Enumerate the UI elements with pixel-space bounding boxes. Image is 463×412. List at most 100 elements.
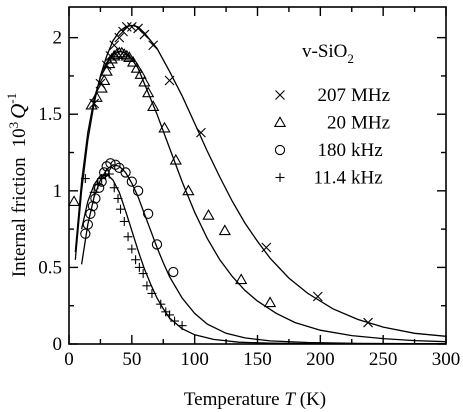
data-point-circle — [143, 208, 154, 219]
data-point-triangle — [123, 51, 136, 63]
fit-curves — [74, 24, 447, 345]
data-point-plus — [100, 171, 110, 180]
y-axis-title-text: Internal friction — [9, 157, 30, 277]
data-point-triangle — [120, 49, 133, 61]
cross-stroke — [148, 40, 159, 51]
data-point-plus — [89, 187, 99, 197]
data-point-x — [121, 22, 132, 32]
x-tick-label: 200 — [306, 349, 335, 370]
data-point-triangle — [235, 273, 248, 285]
cross-stroke — [133, 23, 144, 34]
data-point-triangle — [95, 81, 108, 93]
data-point-triangle — [263, 296, 277, 308]
data-point-plus — [80, 174, 90, 184]
cross-stroke — [139, 29, 150, 40]
cross-stroke — [121, 22, 132, 32]
x-axis-variable: T — [284, 389, 296, 410]
data-point-triangle — [202, 209, 215, 220]
data-point-triangle — [85, 98, 98, 110]
data-point-plus — [170, 316, 180, 326]
data-point-triangle — [118, 48, 131, 59]
y-axis-variable-exponent: -1 — [4, 93, 19, 104]
data-point-circle — [105, 158, 116, 169]
data-point-plus — [113, 193, 123, 203]
legend-label-value: 11.4 — [313, 168, 346, 189]
data-point-circle — [151, 239, 163, 250]
data-point-x — [114, 32, 125, 43]
data-point-plus — [116, 204, 126, 214]
y-axis-factor-exponent: 3 — [6, 122, 21, 129]
legend-label-unit: kHz — [351, 140, 383, 161]
y-tick-label: 1.5 — [38, 104, 62, 125]
data-point-x — [363, 317, 373, 328]
data-point-triangle — [158, 121, 171, 133]
material-label: v-SiO2 — [302, 41, 354, 66]
cross-stroke — [261, 242, 272, 253]
material-name: v-SiO — [302, 41, 347, 62]
data-point-triangle — [110, 48, 123, 59]
data-point-x — [126, 22, 137, 32]
data-point-plus — [142, 281, 152, 291]
data-point-x — [109, 40, 120, 51]
data-point-x — [312, 291, 323, 302]
x-tick-label: 50 — [122, 349, 141, 370]
y-axis-variable: Q — [6, 104, 30, 119]
x-tick-label: 100 — [180, 349, 209, 370]
data-point-plus — [109, 183, 119, 193]
data-point-circle — [90, 193, 101, 204]
fit-curve-circle — [80, 164, 447, 345]
cross-stroke — [196, 127, 206, 138]
data-point-plus — [119, 216, 129, 226]
cross-stroke — [312, 291, 323, 302]
x-tick-label: 250 — [369, 349, 398, 370]
x-tick-label: 300 — [432, 349, 461, 370]
y-axis-title: Internal friction 103 Q-1 — [4, 93, 30, 277]
x-axis-title-text: Temperature — [184, 389, 284, 410]
data-point-triangle — [142, 86, 155, 98]
legend-label-unit: MHz — [351, 85, 390, 106]
fit-curve-triangle — [74, 50, 447, 343]
legend-marker-plus — [275, 173, 285, 182]
data-point-circle — [110, 159, 121, 170]
data-point-triangle — [126, 55, 140, 67]
x-axis-title: Temperature T (K) — [184, 389, 326, 410]
data-point-circle — [94, 182, 105, 193]
data-point-circle — [168, 266, 179, 278]
data-point-triangle — [67, 195, 81, 206]
data-point-plus — [93, 180, 103, 190]
data-point-circle — [82, 219, 93, 230]
data-point-plus — [147, 288, 157, 298]
data-point-circle — [126, 176, 137, 187]
cross-stroke — [275, 90, 285, 100]
y-tick-label: 2 — [53, 28, 63, 49]
data-point-triangle — [134, 68, 147, 79]
cross-stroke — [109, 40, 120, 51]
cross-stroke — [95, 78, 106, 89]
data-point-triangle — [138, 75, 151, 87]
cross-stroke — [114, 32, 125, 43]
data-point-x — [261, 242, 272, 253]
axes — [68, 6, 447, 345]
data-markers — [67, 22, 373, 331]
data-point-x — [148, 40, 159, 51]
data-point-circle — [120, 167, 131, 178]
data-point-plus — [123, 232, 133, 242]
data-point-circle — [85, 208, 96, 219]
cross-stroke — [363, 317, 373, 328]
data-point-plus — [165, 310, 175, 320]
data-point-plus — [104, 169, 114, 179]
data-point-plus — [138, 269, 148, 279]
material-subscript: 2 — [347, 51, 354, 66]
legend-label-unit: MHz — [351, 113, 390, 134]
data-point-x — [164, 75, 175, 86]
data-point-x — [139, 29, 150, 40]
data-point-triangle — [100, 65, 113, 76]
data-point-plus — [134, 262, 144, 272]
ticks: 0 50 100 150 200 250 300 0 0.5 1 1.5 2 — [38, 7, 460, 370]
legend-label-unit: kHz — [351, 168, 383, 189]
data-point-plus — [127, 244, 137, 254]
x-axis-unit: (K) — [295, 389, 326, 410]
